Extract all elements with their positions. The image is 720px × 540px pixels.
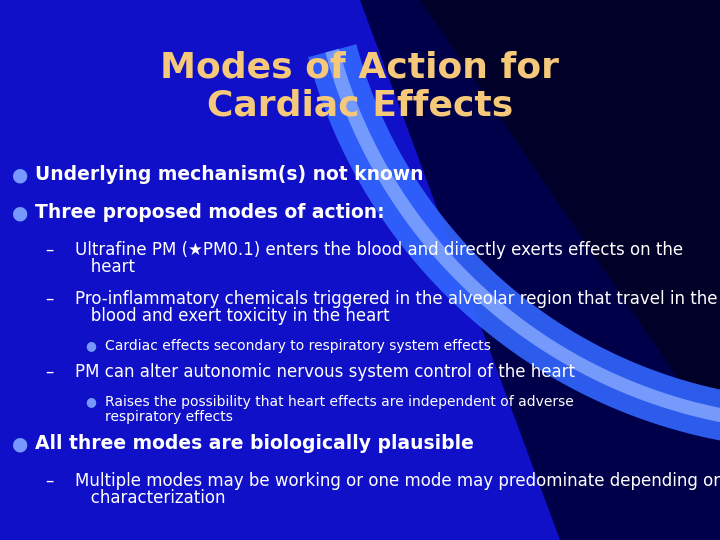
Polygon shape [325, 49, 720, 424]
Polygon shape [360, 0, 720, 540]
Text: –: – [45, 241, 53, 259]
Polygon shape [420, 0, 720, 440]
Text: Modes of Action for
Cardiac Effects: Modes of Action for Cardiac Effects [161, 50, 559, 122]
Text: Raises the possibility that heart effects are independent of adverse: Raises the possibility that heart effect… [105, 395, 574, 409]
Text: ●: ● [12, 434, 28, 453]
Polygon shape [308, 44, 720, 442]
Text: ●: ● [12, 203, 28, 222]
Text: Multiple modes may be working or one mode may predominate depending on the PM: Multiple modes may be working or one mod… [75, 472, 720, 490]
Text: ●: ● [85, 339, 96, 352]
Text: All three modes are biologically plausible: All three modes are biologically plausib… [35, 434, 474, 453]
Text: blood and exert toxicity in the heart: blood and exert toxicity in the heart [75, 307, 390, 325]
Text: –: – [45, 472, 53, 490]
Text: Cardiac effects secondary to respiratory system effects: Cardiac effects secondary to respiratory… [105, 339, 491, 353]
Text: Three proposed modes of action:: Three proposed modes of action: [35, 203, 384, 222]
Text: –: – [45, 290, 53, 308]
Text: heart: heart [75, 258, 135, 276]
Text: respiratory effects: respiratory effects [105, 410, 233, 424]
Text: characterization: characterization [75, 489, 225, 507]
Text: Pro-inflammatory chemicals triggered in the alveolar region that travel in the: Pro-inflammatory chemicals triggered in … [75, 290, 718, 308]
Text: –: – [45, 363, 53, 381]
Text: Ultrafine PM (★PM0.1) enters the blood and directly exerts effects on the: Ultrafine PM (★PM0.1) enters the blood a… [75, 241, 683, 259]
Text: ●: ● [12, 165, 28, 184]
Text: ●: ● [85, 395, 96, 408]
Text: Underlying mechanism(s) not known: Underlying mechanism(s) not known [35, 165, 423, 184]
Text: PM can alter autonomic nervous system control of the heart: PM can alter autonomic nervous system co… [75, 363, 575, 381]
